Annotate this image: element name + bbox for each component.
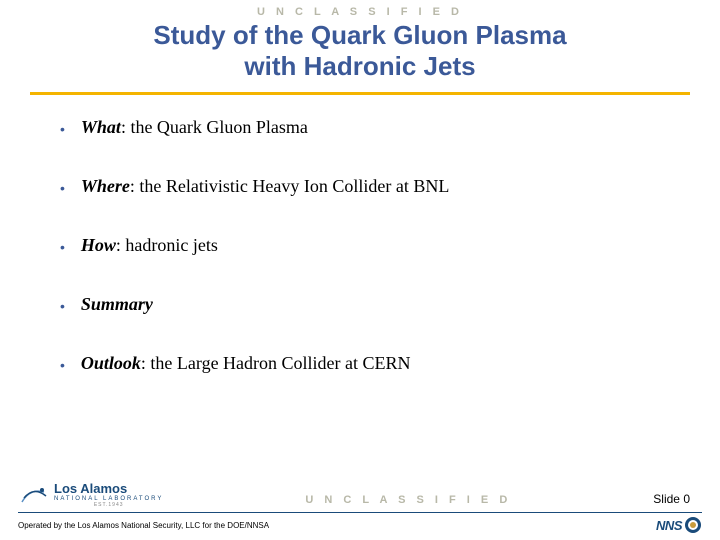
bullet-icon: • (60, 298, 65, 314)
slide-title: Study of the Quark Gluon Plasma with Had… (0, 18, 720, 92)
nnsa-seal-icon (684, 516, 702, 534)
bullet-label: What (81, 117, 121, 137)
title-line-1: Study of the Quark Gluon Plasma (153, 20, 566, 50)
bullet-text: : the Quark Gluon Plasma (121, 117, 308, 137)
lanl-name: Los Alamos (54, 482, 163, 495)
footer-bottom-row: Operated by the Los Alamos National Secu… (0, 513, 720, 540)
lanl-logo-block: Los Alamos NATIONAL LABORATORY EST.1943 (20, 482, 163, 508)
list-item: • Where: the Relativistic Heavy Ion Coll… (60, 176, 690, 197)
lanl-established: EST.1943 (54, 503, 163, 508)
slide-footer: Los Alamos NATIONAL LABORATORY EST.1943 … (0, 482, 720, 540)
footer-top-row: Los Alamos NATIONAL LABORATORY EST.1943 … (0, 482, 720, 512)
lanl-text: Los Alamos NATIONAL LABORATORY EST.1943 (54, 482, 163, 508)
bullet-label: Outlook (81, 353, 141, 373)
list-item: • Summary (60, 294, 690, 315)
bullet-label: Summary (81, 294, 153, 314)
classification-header: U N C L A S S I F I E D (0, 0, 720, 18)
slide-number: Slide 0 (653, 492, 690, 508)
nnsa-logo: NNS (656, 516, 702, 534)
bullet-icon: • (60, 357, 65, 373)
bullet-text: : the Large Hadron Collider at CERN (141, 353, 411, 373)
bullet-icon: • (60, 239, 65, 255)
bullet-icon: • (60, 121, 65, 137)
lanl-swoosh-icon (20, 484, 48, 506)
bullet-text: : hadronic jets (116, 235, 218, 255)
classification-footer: U N C L A S S I F I E D (163, 494, 653, 508)
bullet-label: How (81, 235, 116, 255)
bullet-icon: • (60, 180, 65, 196)
nnsa-text: NNS (656, 518, 682, 533)
lanl-logo: Los Alamos NATIONAL LABORATORY EST.1943 (20, 482, 163, 508)
bullet-label: Where (81, 176, 130, 196)
list-item: • Outlook: the Large Hadron Collider at … (60, 353, 690, 374)
bullet-list: • What: the Quark Gluon Plasma • Where: … (0, 95, 720, 374)
list-item: • What: the Quark Gluon Plasma (60, 117, 690, 138)
title-line-2: with Hadronic Jets (244, 51, 475, 81)
list-item: • How: hadronic jets (60, 235, 690, 256)
operated-by-text: Operated by the Los Alamos National Secu… (18, 521, 269, 530)
bullet-text: : the Relativistic Heavy Ion Collider at… (130, 176, 449, 196)
